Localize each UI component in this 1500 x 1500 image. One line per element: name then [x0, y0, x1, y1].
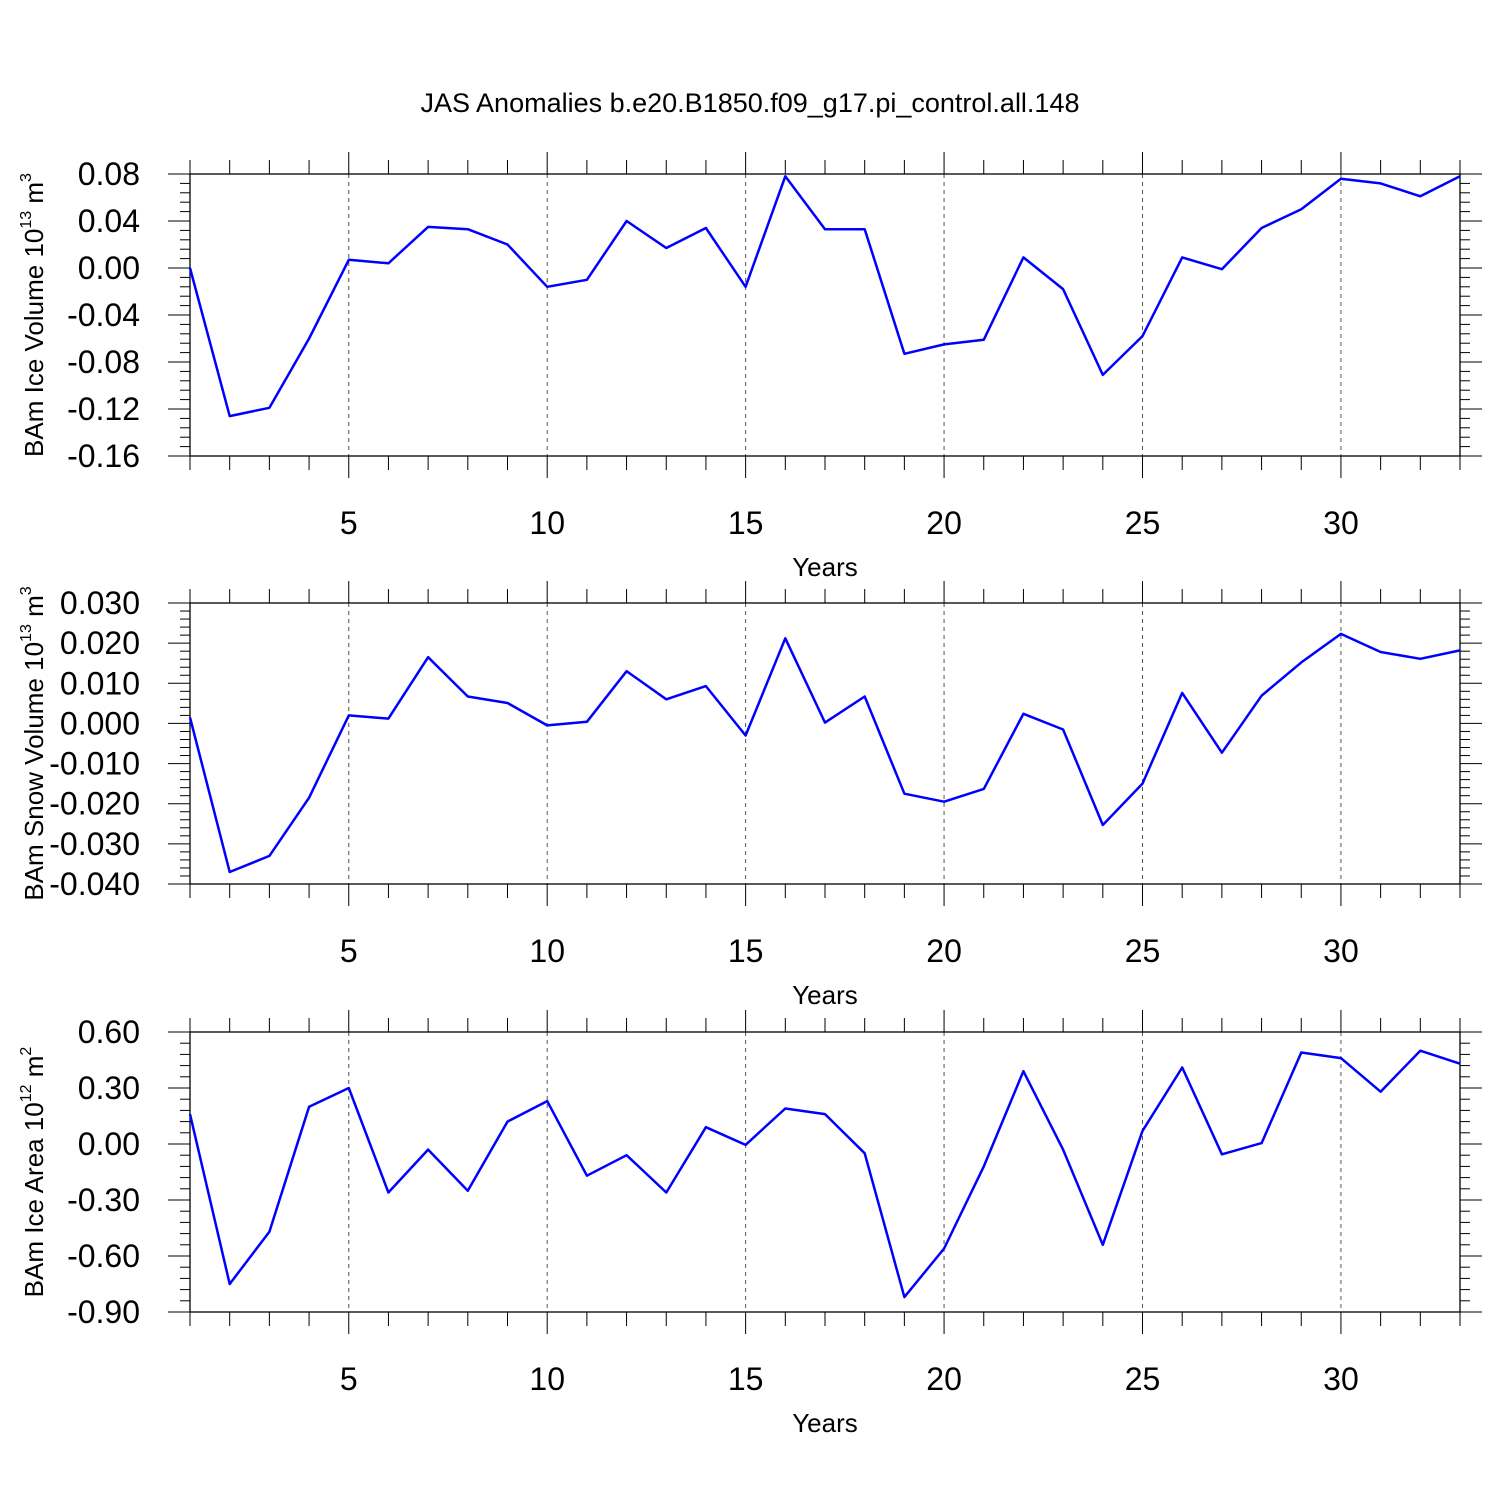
x-tick-label: 5 [340, 505, 358, 541]
y-tick-label: -0.90 [67, 1294, 140, 1330]
y-axis-title-superscript: 2 [18, 1047, 35, 1056]
x-tick-label: 5 [340, 933, 358, 969]
x-tick-label: 10 [529, 505, 565, 541]
y-axis-title-superscript: 13 [18, 624, 35, 642]
y-tick-label: 0.60 [78, 1014, 140, 1050]
y-tick-label: 0.00 [78, 1126, 140, 1162]
x-tick-label: 25 [1125, 505, 1161, 541]
x-axis-title: Years [792, 552, 858, 582]
series-line [188, 175, 1461, 418]
y-axis-title-superscript: 3 [18, 586, 35, 595]
y-tick-label: -0.08 [67, 344, 140, 380]
y-tick-label: -0.60 [67, 1238, 140, 1274]
x-tick-label: 15 [728, 1361, 764, 1397]
y-axis-title-part: m [19, 1056, 49, 1085]
x-tick-label: 10 [529, 1361, 565, 1397]
y-axis-title: BAm Snow Volume 1013 m3 [18, 586, 49, 900]
y-axis-title-superscript: 12 [18, 1084, 35, 1102]
y-axis-title-part: m [19, 182, 49, 211]
y-tick-label: -0.12 [67, 391, 140, 427]
x-tick-label: 20 [926, 933, 962, 969]
series-line [188, 1049, 1461, 1299]
x-tick-label: 30 [1323, 933, 1359, 969]
y-axis-title-superscript: 3 [18, 173, 35, 182]
panel-1: 0.08 0.04 0.00 -0.04 -0.08 -0.12 -0.16 5 10 15 20 2… [18, 152, 1482, 582]
x-axis-title: Years [792, 1408, 858, 1438]
y-axis-title: BAm Ice Area 1012 m2 [18, 1047, 49, 1298]
y-tick-label: -0.020 [49, 786, 140, 822]
y-tick-label: -0.040 [49, 866, 140, 902]
series-line [188, 632, 1461, 874]
y-tick-label: 0.000 [60, 705, 140, 741]
x-tick-label: 15 [728, 933, 764, 969]
x-tick-label: 25 [1125, 933, 1161, 969]
y-tick-label: 0.030 [60, 585, 140, 621]
y-tick-label: 0.04 [78, 203, 140, 239]
y-axis-title-part: BAm Ice Volume 10 [19, 229, 49, 457]
x-tick-label: 20 [926, 1361, 962, 1397]
y-tick-label: -0.010 [49, 746, 140, 782]
x-tick-label: 10 [529, 933, 565, 969]
x-axis-title: Years [792, 980, 858, 1010]
y-axis-title-part: BAm Ice Area 10 [19, 1102, 49, 1297]
y-tick-label: 0.00 [78, 250, 140, 286]
x-tick-label: 20 [926, 505, 962, 541]
chart-title: JAS Anomalies b.e20.B1850.f09_g17.pi_con… [421, 88, 1080, 118]
y-tick-label: -0.30 [67, 1182, 140, 1218]
y-tick-label: -0.16 [67, 438, 140, 474]
plot-frame [189, 173, 1461, 457]
y-tick-label: 0.010 [60, 665, 140, 701]
x-tick-label: 15 [728, 505, 764, 541]
y-axis-title-part: BAm Snow Volume 10 [19, 642, 49, 901]
panel-3: 0.60 0.30 0.00 -0.30 -0.60 -0.90 5 10 15 20 25 30 Ye… [18, 1010, 1482, 1438]
panels-group: 0.08 0.04 0.00 -0.04 -0.08 -0.12 -0.16 5 10 15 20 2… [18, 152, 1482, 1438]
x-tick-label: 25 [1125, 1361, 1161, 1397]
y-tick-label: -0.030 [49, 826, 140, 862]
y-tick-label: 0.08 [78, 156, 140, 192]
y-tick-label: -0.04 [67, 297, 140, 333]
x-tick-label: 5 [340, 1361, 358, 1397]
y-tick-label: 0.020 [60, 625, 140, 661]
y-axis-title-superscript: 13 [18, 211, 35, 229]
panel-2: 0.030 0.020 0.010 0.000 -0.010 -0.020 -0.030 -0… [18, 581, 1482, 1010]
x-tick-label: 30 [1323, 1361, 1359, 1397]
y-tick-label: 0.30 [78, 1070, 140, 1106]
y-axis-title: BAm Ice Volume 1013 m3 [18, 173, 49, 457]
x-tick-label: 30 [1323, 505, 1359, 541]
plot-frame [189, 602, 1461, 885]
y-axis-title-part: m [19, 595, 49, 624]
